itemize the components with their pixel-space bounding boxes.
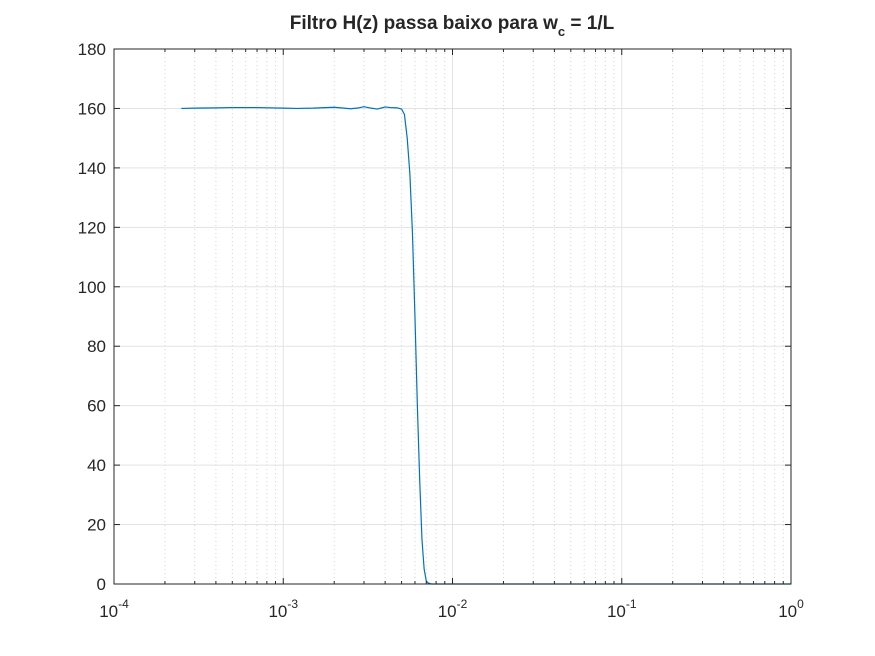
y-tick-label: 80 bbox=[87, 337, 106, 356]
y-tick-label: 140 bbox=[78, 159, 106, 178]
y-tick-label: 180 bbox=[78, 40, 106, 59]
x-tick-label-base: 10 bbox=[99, 602, 118, 621]
x-tick-label-base: 10 bbox=[438, 602, 457, 621]
y-tick-labels: 0 20 40 60 80 100 120 140 160 180 bbox=[78, 40, 106, 594]
y-tick-label: 160 bbox=[78, 99, 106, 118]
x-tick-label: 10-1 bbox=[607, 597, 637, 621]
chart-title-subscript: c bbox=[558, 24, 565, 39]
x-tick-label-exponent: -1 bbox=[626, 597, 637, 611]
chart-title-suffix: = 1/L bbox=[565, 13, 614, 34]
x-tick-label: 100 bbox=[778, 597, 804, 621]
x-tick-label-exponent: 0 bbox=[797, 597, 804, 611]
x-tick-label-exponent: -3 bbox=[287, 597, 298, 611]
x-tick-label: 10-2 bbox=[438, 597, 468, 621]
x-tick-labels: 10-4 10-3 10-2 10-1 100 bbox=[99, 597, 804, 621]
chart-title: Filtro H(z) passa baixo para wc = 1/L bbox=[290, 13, 615, 39]
x-tick-label-exponent: -4 bbox=[118, 597, 129, 611]
y-tick-label: 100 bbox=[78, 278, 106, 297]
x-tick-label: 10-3 bbox=[268, 597, 298, 621]
x-tick-label: 10-4 bbox=[99, 597, 129, 621]
x-tick-label-base: 10 bbox=[268, 602, 287, 621]
x-tick-label-base: 10 bbox=[607, 602, 626, 621]
y-tick-label: 60 bbox=[87, 397, 106, 416]
chart-title-prefix: Filtro H(z) passa baixo para w bbox=[290, 13, 558, 34]
x-tick-label-exponent: -2 bbox=[457, 597, 468, 611]
y-tick-label: 20 bbox=[87, 516, 106, 535]
y-tick-label: 120 bbox=[78, 218, 106, 237]
y-tick-label: 40 bbox=[87, 456, 106, 475]
x-tick-label-base: 10 bbox=[778, 602, 797, 621]
y-tick-label: 0 bbox=[97, 575, 106, 594]
ticks-layer bbox=[113, 48, 792, 585]
